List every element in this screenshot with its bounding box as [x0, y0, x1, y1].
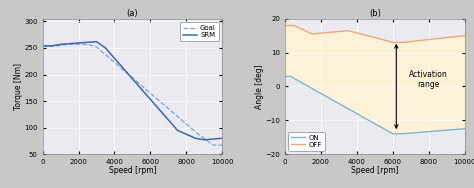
ON	[328, 98, 334, 100]
Legend: ON, OFF: ON, OFF	[289, 132, 325, 151]
SRM	[86, 41, 91, 43]
OFF	[314, 33, 319, 35]
ON	[364, 118, 369, 120]
Goal	[219, 144, 225, 146]
ON	[390, 133, 396, 135]
OFF	[282, 24, 288, 27]
Y-axis label: Torque [Nm]: Torque [Nm]	[14, 63, 23, 110]
Text: Activation
range: Activation range	[409, 70, 448, 89]
OFF	[364, 34, 369, 36]
Goal	[210, 144, 216, 146]
ON	[418, 131, 423, 133]
X-axis label: Speed [rpm]: Speed [rpm]	[109, 166, 156, 175]
Line: ON: ON	[285, 76, 465, 134]
Title: (a): (a)	[127, 9, 138, 18]
SRM	[40, 45, 46, 47]
SRM	[146, 96, 152, 99]
Goal	[121, 70, 127, 72]
ON	[282, 75, 288, 77]
Goal	[67, 43, 73, 45]
OFF	[388, 41, 393, 43]
Line: SRM: SRM	[43, 42, 222, 140]
Y-axis label: Angle [deg]: Angle [deg]	[255, 64, 264, 109]
ON	[462, 128, 467, 130]
Goal	[72, 43, 78, 45]
Goal	[160, 103, 166, 105]
Goal	[175, 116, 181, 118]
SRM	[175, 130, 181, 132]
ON	[314, 90, 319, 92]
SRM	[201, 139, 207, 141]
Line: Goal: Goal	[43, 44, 222, 145]
SRM	[121, 68, 127, 70]
OFF	[462, 35, 467, 37]
SRM	[160, 113, 166, 115]
SRM	[93, 40, 99, 43]
Line: OFF: OFF	[285, 26, 465, 42]
Legend: Goal, SRM: Goal, SRM	[180, 22, 219, 41]
ON	[402, 132, 408, 135]
Goal	[146, 91, 152, 93]
X-axis label: Speed [rpm]: Speed [rpm]	[351, 166, 399, 175]
Goal	[86, 44, 92, 46]
OFF	[328, 31, 334, 33]
ON	[388, 132, 393, 134]
Title: (b): (b)	[369, 9, 381, 18]
OFF	[390, 41, 396, 44]
SRM	[72, 42, 77, 44]
Goal	[40, 45, 46, 48]
OFF	[418, 39, 423, 42]
OFF	[402, 41, 408, 43]
SRM	[219, 137, 225, 139]
